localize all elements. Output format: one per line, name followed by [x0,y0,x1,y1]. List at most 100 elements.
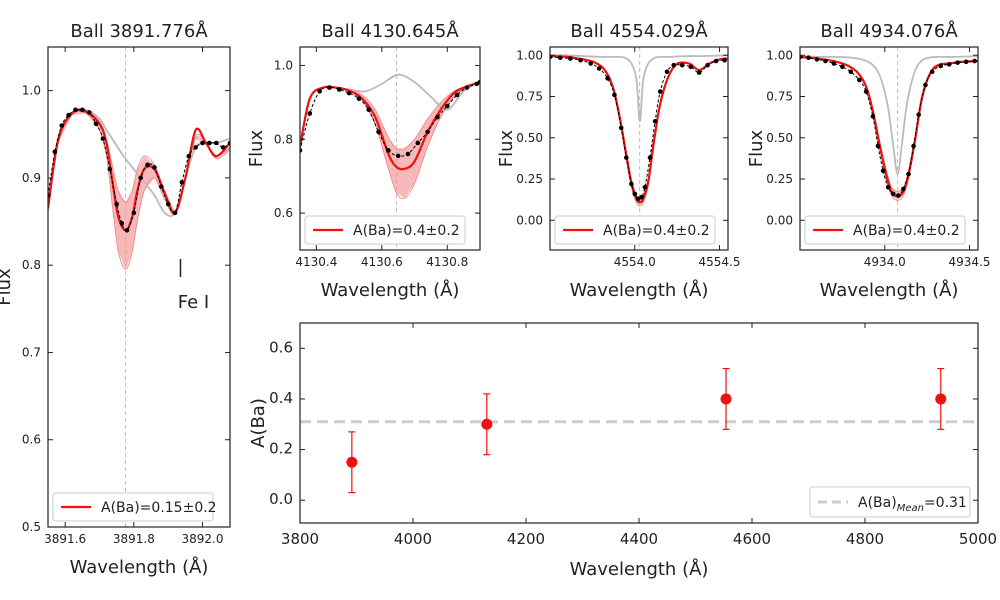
panel-ball-4130: 4130.4 4130.6 4130.8 0.6 0.8 1.0 Wavelength (Å… [246,20,481,301]
observed-point [916,112,921,117]
abundance-point [935,393,947,405]
plot-area [550,47,728,250]
observed-line [48,108,230,232]
observed-point [679,62,685,68]
observed-point [840,64,845,70]
observed-point [647,155,653,160]
band-upper-edge [300,81,480,151]
y-tick-label: 0.00 [766,213,793,227]
y-tick-label: 0.8 [274,132,293,146]
x-tick-label: 3891.8 [113,532,155,546]
best-fit-line [550,55,728,204]
observed-point [806,55,811,61]
x-tick-label: 5000 [959,530,997,548]
observed-point [80,107,85,113]
x-tick-label: 4130.4 [295,255,337,269]
observed-line [550,56,725,200]
observed-point [131,210,137,216]
y-tick-label: 0.0 [269,490,293,508]
fe-i-label: Fe I [178,292,209,313]
panel-title: Ball 4130.645Å [321,20,459,42]
x-tick-label: 4200 [507,530,545,548]
observed-point [93,121,99,127]
observed-point [972,58,977,64]
observed-point [213,140,219,146]
observed-point [327,85,332,90]
best-fit-line [300,81,480,171]
observed-point [356,96,362,101]
observed-point [336,87,342,92]
observed-point [568,56,573,61]
observed-point [605,76,610,81]
observed-point [52,149,58,155]
axes-frame [549,46,729,251]
observed-point [307,111,313,116]
x-tick-label: 4400 [620,530,658,548]
y-tick-label: 1.00 [516,48,543,62]
panel-title: Ball 4554.029Å [570,20,708,42]
observed-point [165,201,171,207]
observed-point [870,114,876,119]
observed-point [376,129,381,135]
x-tick-label: 4934.5 [949,255,991,269]
x-tick-label: 4130.8 [426,255,468,269]
y-tick-label: 0.50 [766,131,793,145]
observed-point [880,168,886,174]
legend-label: A(Ba)=0.4±0.2 [603,223,710,239]
y-tick-label: 0.9 [22,171,41,185]
observed-point [152,165,157,170]
observed-point [618,125,624,131]
panel-ball-4934: 4934.0 4934.5 0.00 0.25 0.50 0.75 1.00 Waveleng… [746,20,991,301]
observed-point [875,143,881,149]
observed-point [444,103,450,109]
band-upper-edge [800,56,978,192]
observed-point [657,89,663,94]
y-tick-label: 0.00 [516,213,543,227]
y-axis-label: Flux [246,129,267,167]
observed-point [386,148,391,153]
y-tick-label: 0.6 [269,338,293,356]
y-tick-label: 0.6 [22,433,41,447]
observed-point [938,63,944,69]
observed-point [405,151,411,157]
observed-point [119,220,125,226]
synthetic-no-ba-line [550,54,728,123]
observed-point [814,57,820,62]
observed-point [200,140,205,146]
y-tick-label: 0.2 [269,440,293,458]
uncertainty-band [550,56,728,206]
observed-point [59,123,65,128]
observed-point [124,227,130,233]
observed-point [923,82,928,88]
observed-point [366,107,372,113]
y-tick-label: 0.7 [22,345,41,359]
band-lower-edge [550,55,728,206]
observed-point [596,66,602,71]
observed-point [629,181,634,187]
panel-ball-3891: 3891.6 3891.8 3892.0 0.5 0.6 0.7 0.8 0.9 1.0 Wave… [0,20,231,578]
observed-point [642,184,648,190]
legend-label: A(Ba)Mean=0.31 [858,495,967,514]
x-axis-label: Wavelength (Å) [820,279,959,301]
observed-point [138,175,144,181]
observed-point [179,179,185,185]
synthetic-no-ba-line [800,55,978,176]
axes-frame [799,46,979,251]
observed-point [145,162,150,168]
x-tick-label: 3891.6 [44,532,86,546]
band-upper-edge [550,55,728,199]
observed-point [823,58,828,64]
best-fit-line [48,108,230,232]
observed-point [415,140,421,146]
axes-frame [299,322,979,524]
observed-point [159,184,164,189]
x-axis-label: Wavelength (Å) [570,279,709,301]
panel-ball-4554: 4554.0 4554.5 0.00 0.25 0.50 0.75 1.00 Waveleng… [496,20,741,301]
observed-point [963,59,969,65]
observed-point [612,92,617,98]
x-tick-label: 3892.0 [182,532,224,546]
y-axis-label: Flux [746,129,767,167]
plot-area [300,47,480,250]
observed-point [857,77,862,83]
y-axis-label: A(Ba) [248,398,269,448]
